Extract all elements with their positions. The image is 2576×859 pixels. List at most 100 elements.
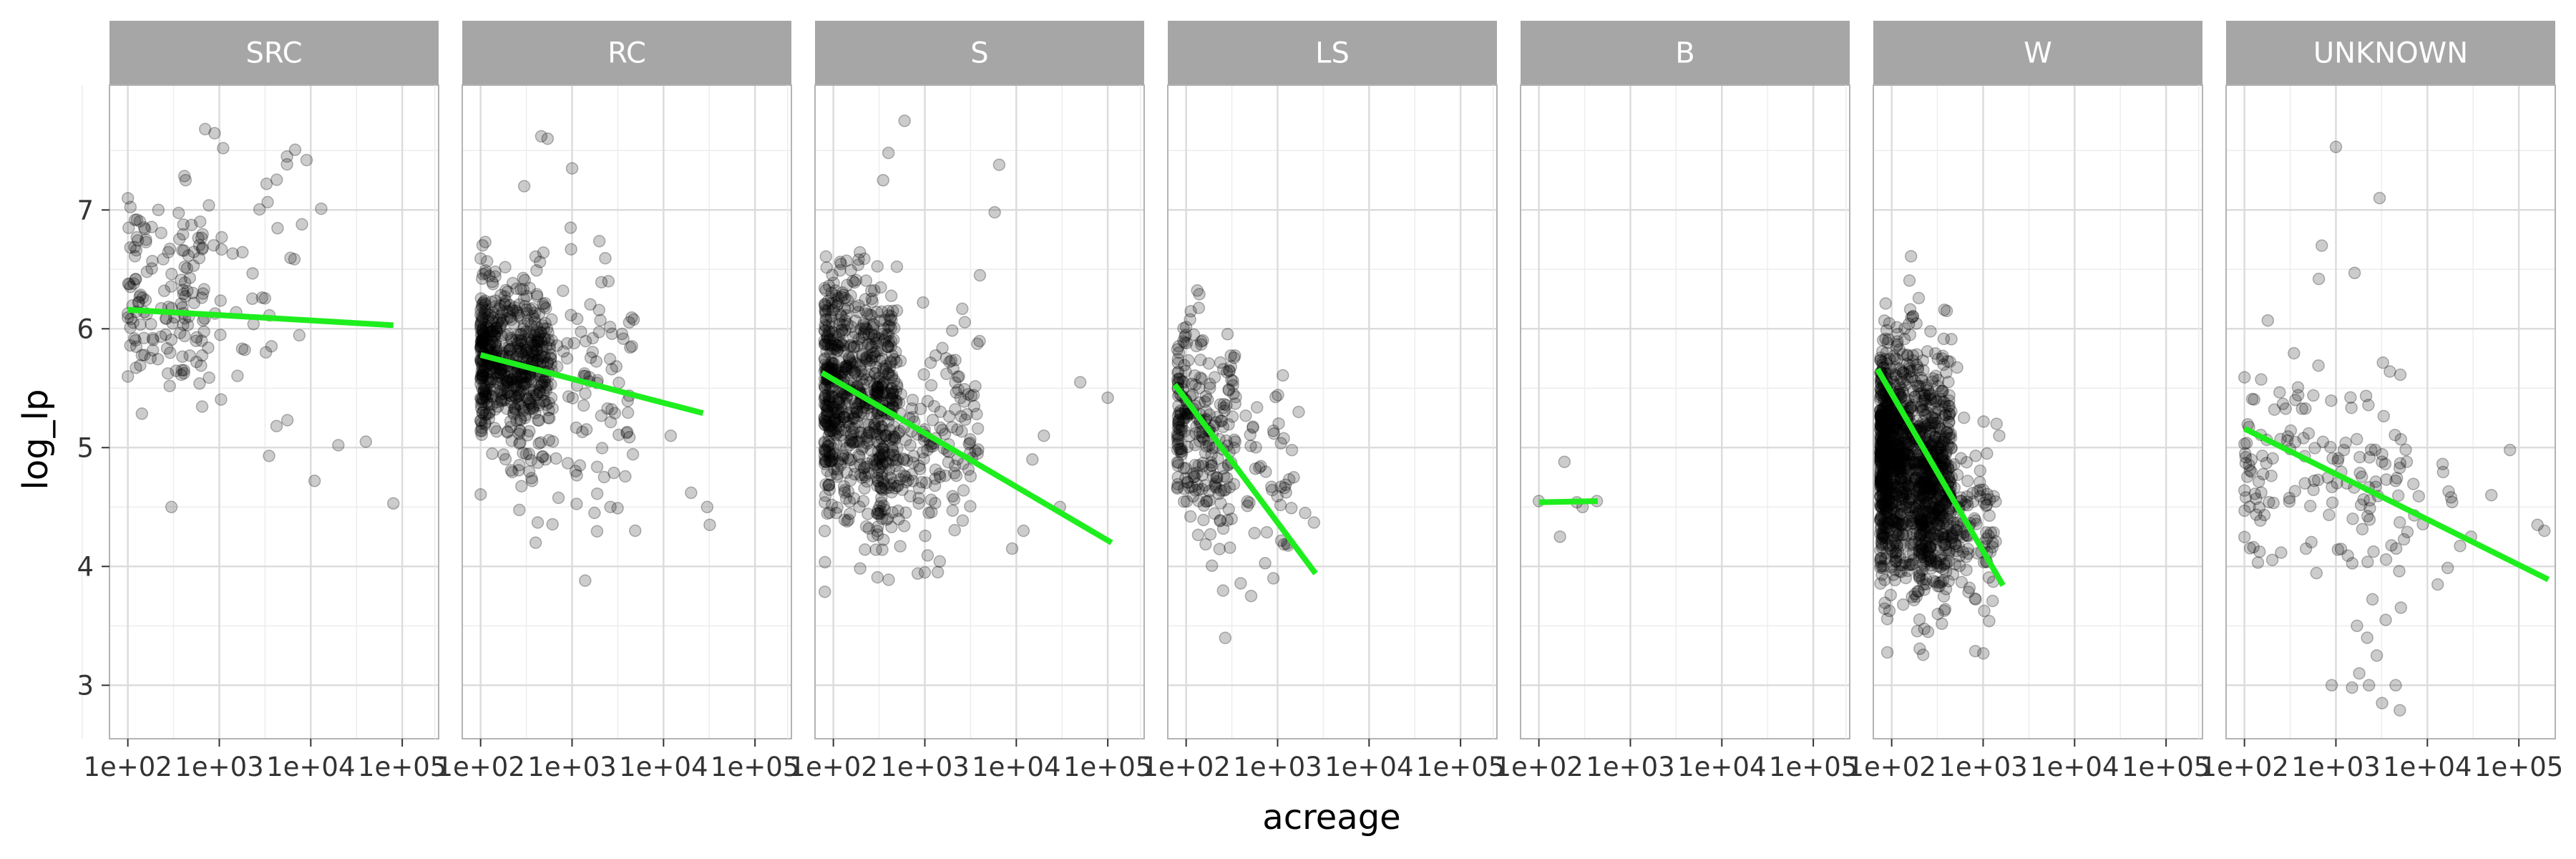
data-point: [852, 306, 865, 319]
data-point: [950, 386, 962, 399]
data-point: [130, 340, 143, 354]
data-point: [2363, 451, 2376, 464]
data-point: [570, 421, 583, 435]
data-point: [917, 296, 930, 309]
data-point: [889, 384, 903, 398]
data-point: [1908, 593, 1921, 607]
data-point: [822, 478, 836, 492]
panel-background: [815, 85, 1144, 739]
data-point: [481, 331, 494, 345]
data-point: [2356, 523, 2369, 535]
data-point: [540, 384, 553, 397]
data-point: [1101, 391, 1114, 404]
data-point: [605, 403, 618, 416]
data-point: [127, 277, 140, 290]
data-point: [819, 399, 832, 412]
data-point: [988, 205, 1001, 219]
data-point: [2305, 535, 2318, 549]
data-point: [824, 339, 838, 351]
data-point: [177, 288, 190, 301]
data-point: [1986, 594, 1999, 608]
data-point: [818, 496, 831, 509]
data-point: [1928, 405, 1942, 419]
data-point: [519, 411, 532, 424]
data-point: [822, 479, 836, 492]
data-point: [474, 424, 487, 437]
data-point: [494, 299, 507, 312]
data-point: [475, 334, 489, 347]
data-point: [1212, 487, 1225, 500]
data-point: [820, 408, 834, 421]
data-point: [510, 391, 523, 404]
x-tick-label: 1e+04: [972, 752, 1060, 782]
data-point: [836, 366, 849, 379]
data-point: [2337, 443, 2351, 457]
data-point: [293, 329, 306, 342]
x-tick-label: 1e+02: [2200, 752, 2288, 782]
data-point: [1180, 495, 1194, 508]
data-point: [859, 470, 872, 484]
data-point: [215, 243, 228, 256]
data-point: [512, 427, 526, 440]
data-point: [475, 382, 489, 395]
data-point: [1903, 328, 1917, 341]
data-point: [520, 306, 534, 320]
data-point: [1931, 560, 1944, 573]
data-point: [519, 371, 532, 384]
data-point: [532, 335, 545, 348]
data-point: [532, 437, 545, 450]
data-point: [1204, 463, 1216, 476]
data-point: [519, 325, 533, 339]
data-point: [479, 417, 492, 431]
data-point: [498, 290, 512, 304]
data-point: [494, 392, 508, 404]
data-point: [476, 407, 489, 419]
data-point: [474, 320, 487, 333]
data-point: [855, 372, 869, 386]
data-point: [480, 380, 493, 393]
data-point: [821, 464, 834, 477]
data-point: [527, 384, 540, 397]
data-point: [527, 348, 540, 361]
data-point: [864, 341, 877, 354]
data-point: [1901, 349, 1914, 362]
data-point: [543, 338, 556, 351]
data-point: [579, 574, 592, 587]
data-point: [824, 437, 837, 451]
data-point: [180, 262, 194, 275]
x-tick-label: 1e+04: [2030, 752, 2119, 782]
data-point: [1026, 453, 1039, 466]
data-point: [1260, 525, 1274, 539]
data-point: [917, 368, 930, 381]
data-point: [955, 425, 968, 438]
data-point: [1913, 545, 1926, 558]
data-point: [129, 273, 142, 286]
data-point: [1921, 515, 1933, 528]
data-point: [1890, 353, 1903, 366]
data-point: [928, 479, 942, 492]
data-point: [1244, 589, 1258, 603]
data-point: [992, 158, 1006, 171]
data-point: [474, 398, 488, 411]
data-point: [602, 275, 615, 288]
data-point: [545, 357, 558, 371]
data-point: [2248, 393, 2260, 406]
data-point: [475, 334, 488, 347]
data-point: [2243, 500, 2256, 513]
data-point: [477, 369, 489, 382]
data-point: [1274, 437, 1287, 450]
data-point: [2243, 464, 2257, 477]
data-point: [476, 336, 489, 349]
data-point: [486, 389, 499, 403]
data-point: [564, 221, 577, 234]
data-point: [540, 398, 553, 412]
data-point: [208, 127, 221, 140]
data-point: [820, 261, 833, 274]
data-point: [1005, 542, 1019, 555]
data-point: [474, 341, 487, 354]
data-point: [838, 411, 851, 424]
data-point: [947, 362, 960, 375]
data-point: [512, 298, 526, 311]
data-point: [854, 322, 867, 336]
data-point: [819, 445, 833, 458]
